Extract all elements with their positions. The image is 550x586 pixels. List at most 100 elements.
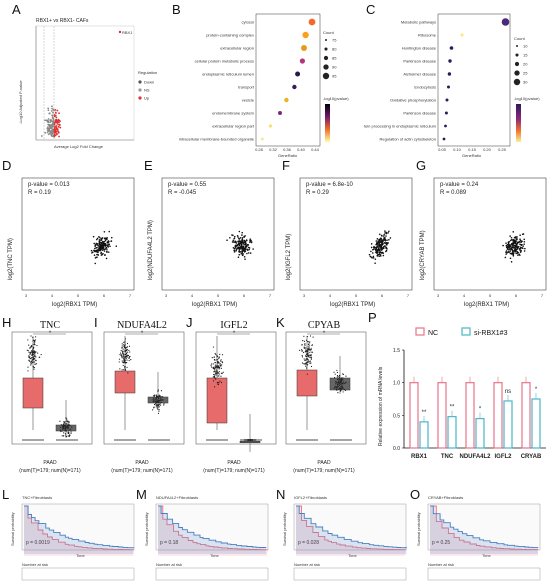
boxplot-point xyxy=(155,397,157,399)
boxplot-point xyxy=(34,354,36,356)
volcano-point xyxy=(51,132,54,135)
boxplot-point xyxy=(160,401,163,404)
go-count-dot xyxy=(324,47,328,51)
boxplot-ndufa4l2: NDUFA4L2* PAAD (num(T)=179; num(N)=171) xyxy=(103,320,185,474)
boxplot-point xyxy=(217,381,219,383)
boxplot-point xyxy=(338,379,340,381)
boxplot-point xyxy=(33,342,35,344)
scatter-point xyxy=(232,247,235,249)
boxplot-point xyxy=(218,362,220,364)
scatter-pvalue: p-value = 0.24 xyxy=(440,182,479,188)
go-dot xyxy=(268,124,272,128)
boxplot-point xyxy=(219,380,221,382)
scatter-point xyxy=(244,258,246,260)
boxplot-point xyxy=(126,349,128,352)
boxplot-tumor-box xyxy=(296,369,318,397)
volcano-point xyxy=(47,121,50,124)
scatter-point xyxy=(97,254,100,256)
scatter-point xyxy=(506,243,509,246)
boxplot-frame xyxy=(195,331,277,445)
boxplot-point xyxy=(305,362,307,365)
scatter-point xyxy=(106,248,108,250)
boxplot-point xyxy=(122,344,125,346)
boxplot-title: IGFL2 xyxy=(220,320,247,331)
go-term-label: intracellular membrane-bounded organelle xyxy=(179,137,255,142)
scatter-point xyxy=(101,240,104,243)
boxplot-point xyxy=(306,353,308,355)
boxplot-point xyxy=(122,356,125,358)
boxplot-point xyxy=(121,357,123,359)
boxplot-point xyxy=(27,350,29,352)
scatter-point xyxy=(523,240,526,243)
boxplot-point xyxy=(119,353,121,356)
scatter-point xyxy=(381,247,383,250)
scatter-r: R = 0.089 xyxy=(440,190,467,196)
kegg-term-label: Regulation of actin cytoskeleton xyxy=(380,137,436,142)
boxplot-point xyxy=(304,344,306,346)
scatter-xtick: 6 xyxy=(381,293,384,298)
boxplot-point xyxy=(126,366,128,369)
volcano-point xyxy=(47,118,50,120)
boxplot-point xyxy=(34,353,36,355)
boxplot-point xyxy=(122,353,124,355)
scatter-point xyxy=(97,251,99,254)
boxplot-point xyxy=(122,350,124,352)
qpcr-category-label: NDUFA4L2 xyxy=(459,454,491,460)
volcano-legend-down: Down xyxy=(144,80,154,85)
boxplot-point xyxy=(304,355,307,357)
qpcr-bar xyxy=(503,400,513,449)
boxplot-point xyxy=(334,373,336,375)
boxplot-point xyxy=(305,351,308,353)
scatter-point xyxy=(98,236,100,238)
scatter-point xyxy=(385,235,387,237)
go-dot xyxy=(292,84,297,90)
scatter-point xyxy=(378,243,381,246)
boxplot-point xyxy=(334,385,336,387)
panel-label-l: L xyxy=(2,487,10,502)
kegg-count-label: 15 xyxy=(523,53,528,58)
boxplot-point xyxy=(159,404,162,406)
scatter-point xyxy=(104,238,107,240)
qpcr-bar xyxy=(409,382,419,449)
volcano-point xyxy=(47,123,50,126)
legend-si-swatch xyxy=(461,327,471,336)
boxplot-point xyxy=(213,359,216,361)
boxplot-point xyxy=(305,359,307,361)
scatter-point xyxy=(375,246,378,249)
volcano-point xyxy=(54,114,57,117)
scatter-point xyxy=(234,245,237,247)
panel-label-k: K xyxy=(276,315,285,330)
scatter-point xyxy=(515,244,517,246)
scatter-xtick: 7 xyxy=(269,293,272,298)
volcano-points xyxy=(40,30,122,138)
qpcr-bar-chart: NC si-RBX1#3 Relative expression of mRNA… xyxy=(378,327,546,460)
boxplot-point xyxy=(63,432,65,434)
volcano-legend-title: Regulation xyxy=(138,70,157,75)
scatter-point xyxy=(92,235,95,238)
boxplot-point xyxy=(216,359,218,361)
boxplot-point xyxy=(123,354,125,356)
kegg-term-label: Parkinson disease xyxy=(403,59,436,64)
boxplot-point xyxy=(33,339,35,341)
boxplot-point xyxy=(157,405,160,407)
volcano-plot: RBX1+ vs RBX1- CAFs -Log10 Adjusted P-va… xyxy=(18,18,157,149)
boxplot-n-label: (num(T)=179; num(N)=171) xyxy=(203,468,265,474)
boxplot-point xyxy=(63,422,65,424)
scatter-point xyxy=(101,249,104,251)
boxplot-point xyxy=(217,372,220,374)
scatter-point xyxy=(241,234,243,236)
boxplot-point xyxy=(215,353,217,356)
boxplot-point xyxy=(30,362,32,364)
boxplot-tnc: TNC* PAAD (num(T)=179; num(N)=171) xyxy=(11,320,93,474)
boxplot-point xyxy=(63,421,65,423)
panel-label-i: I xyxy=(94,315,98,330)
scatter-point xyxy=(104,239,107,242)
boxplot-point xyxy=(67,423,69,425)
boxplot-point xyxy=(31,359,33,361)
scatter-point xyxy=(515,252,518,255)
km-time-label: Time xyxy=(348,553,358,558)
scatter-point xyxy=(516,237,518,240)
qpcr-ytick-label: 1.0 xyxy=(393,381,400,387)
scatter-point xyxy=(505,244,508,247)
scatter-point xyxy=(513,239,516,241)
